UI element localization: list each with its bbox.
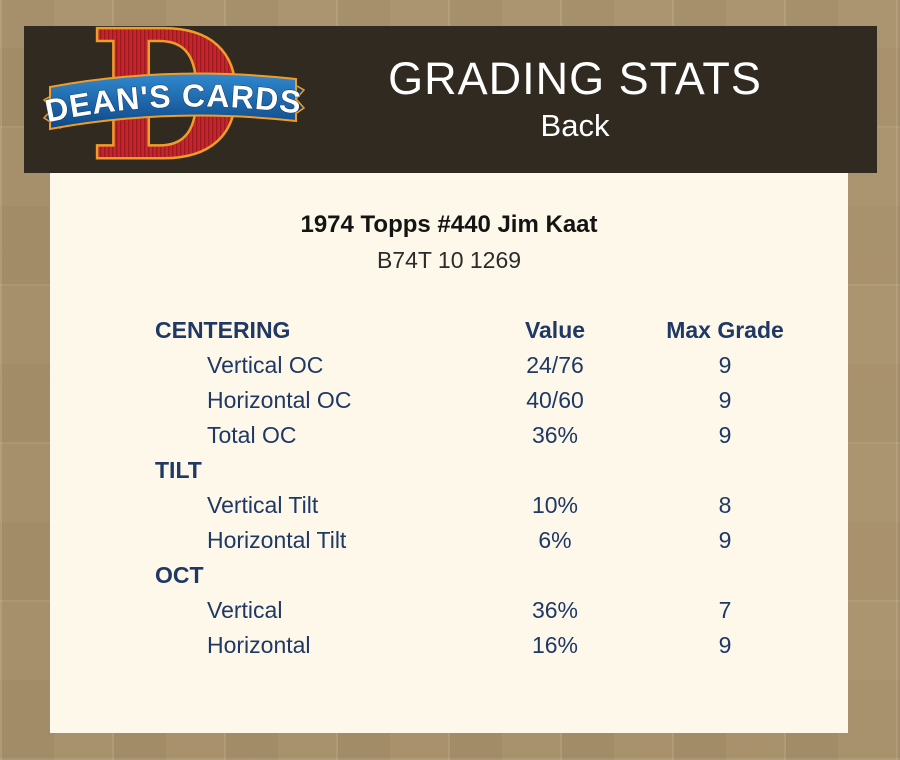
- table-row: Vertical 36% 7: [155, 593, 810, 628]
- stat-value: 36%: [531, 597, 579, 623]
- table-row: Horizontal OC 40/60 9: [155, 383, 810, 418]
- section-label: OCT: [155, 562, 204, 588]
- stat-label: Horizontal: [207, 632, 311, 658]
- section-header-row: CENTERING Value Max Grade: [155, 313, 810, 348]
- stat-max-grade: 7: [718, 597, 732, 623]
- stat-max-grade: 9: [718, 352, 732, 378]
- section-header-row: OCT: [155, 558, 810, 593]
- stat-value: 6%: [538, 527, 572, 553]
- stat-value: 24/76: [526, 352, 584, 378]
- table-row: Vertical OC 24/76 9: [155, 348, 810, 383]
- header-titles: GRADING STATS Back: [324, 26, 826, 173]
- column-header-value: Value: [524, 317, 586, 343]
- table-row: Total OC 36% 9: [155, 418, 810, 453]
- column-header-max-grade: Max Grade: [666, 317, 784, 343]
- stat-max-grade: 9: [718, 632, 732, 658]
- card-title: 1974 Topps #440 Jim Kaat: [300, 211, 598, 238]
- stat-max-grade: 8: [718, 492, 732, 518]
- stat-label: Horizontal OC: [207, 387, 352, 413]
- stat-value: 36%: [531, 422, 579, 448]
- stat-max-grade: 9: [718, 422, 732, 448]
- stat-max-grade: 9: [718, 387, 732, 413]
- section-label: CENTERING: [155, 317, 291, 343]
- stat-label: Vertical Tilt: [207, 492, 319, 518]
- stat-label: Horizontal Tilt: [207, 527, 347, 553]
- page-subtitle: Back: [540, 107, 610, 143]
- section-label: TILT: [155, 457, 202, 483]
- table-row: Horizontal 16% 9: [155, 628, 810, 663]
- stat-value: 16%: [531, 632, 579, 658]
- card-serial: B74T 10 1269: [376, 247, 522, 273]
- section-header-row: TILT: [155, 453, 810, 488]
- stat-value: 10%: [531, 492, 579, 518]
- table-row: Vertical Tilt 10% 8: [155, 488, 810, 523]
- stat-label: Total OC: [207, 422, 297, 448]
- stat-label: Vertical: [207, 597, 283, 623]
- grading-table: CENTERING Value Max Grade Vertical OC 24…: [155, 313, 810, 663]
- header-bar: D DEAN'S CARDS GRADING STATS Back: [24, 0, 877, 202]
- content-panel: 1974 Topps #440 Jim Kaat B74T 10 1269 CE…: [50, 173, 848, 733]
- stat-max-grade: 9: [718, 527, 732, 553]
- stat-label: Vertical OC: [207, 352, 324, 378]
- stat-value: 40/60: [526, 387, 584, 413]
- deans-cards-logo[interactable]: D DEAN'S CARDS: [41, 0, 306, 202]
- deans-cards-logo-icon: D DEAN'S CARDS: [41, 0, 306, 202]
- table-row: Horizontal Tilt 6% 9: [155, 523, 810, 558]
- page-title: GRADING STATS: [388, 52, 762, 104]
- ribbon-band-icon: [49, 72, 297, 131]
